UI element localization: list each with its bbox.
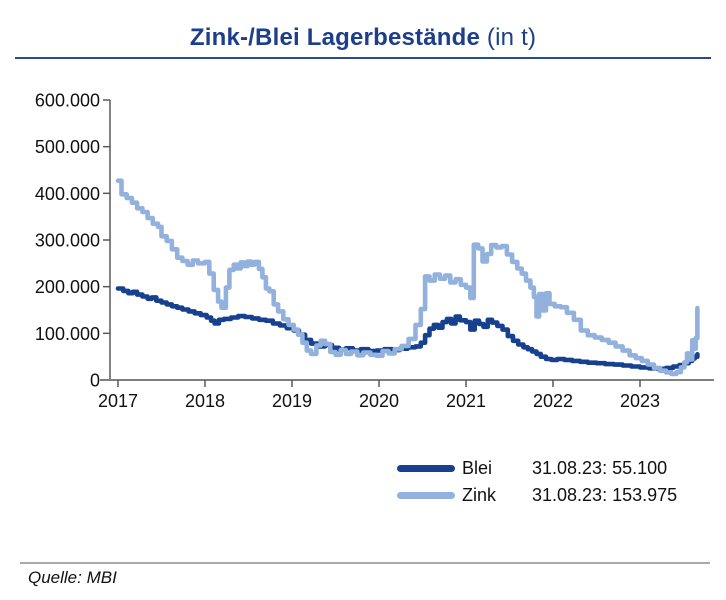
- y-tick-label: 200.000: [35, 277, 100, 297]
- blei-line-swatch: [397, 465, 455, 472]
- y-tick-label: 400.000: [35, 184, 100, 204]
- x-tick-label: 2022: [533, 391, 573, 411]
- title-unit-text: (in t): [480, 24, 537, 51]
- latest-value-zink: 31.08.23: 153.975: [532, 485, 678, 505]
- source-note: Quelle: MBI: [28, 568, 117, 587]
- latest-values: 31.08.23: 55.100 31.08.23: 153.975: [532, 455, 677, 509]
- blei-line: [115, 286, 700, 372]
- title-divider: [15, 57, 711, 59]
- title-main-text: Zink-/Blei Lagerbestände: [189, 24, 481, 51]
- zink-line-swatch: [397, 492, 455, 499]
- x-tick-label: 2017: [98, 391, 138, 411]
- y-tick-label: 0: [90, 371, 100, 391]
- page-title: Zink-/Blei Lagerbestände (in t): [0, 24, 726, 52]
- legend-label-blei: Blei: [462, 458, 493, 478]
- chart-legend: Blei Zink: [397, 455, 496, 509]
- x-tick-label: 2020: [359, 391, 399, 411]
- latest-value-blei: 31.08.23: 55.100: [532, 458, 668, 478]
- x-tick-label: 2021: [446, 391, 486, 411]
- legend-item-blei: Blei: [397, 455, 496, 482]
- y-tick-label: 300.000: [35, 231, 100, 251]
- chart-canvas: 600.000 500.000 400.000 300.000 200.000 100.0…: [35, 91, 714, 411]
- legend-item-zink: Zink: [397, 482, 496, 509]
- y-tick-label: 100.000: [35, 324, 100, 344]
- x-tick-label: 2018: [185, 391, 225, 411]
- x-tick-label: 2023: [620, 391, 660, 411]
- legend-label-zink: Zink: [462, 485, 497, 505]
- y-tick-label: 600.000: [35, 91, 100, 111]
- zink-line: [115, 178, 700, 377]
- footer-divider: [20, 562, 710, 564]
- y-tick-label: 500.000: [35, 137, 100, 157]
- x-tick-label: 2019: [272, 391, 312, 411]
